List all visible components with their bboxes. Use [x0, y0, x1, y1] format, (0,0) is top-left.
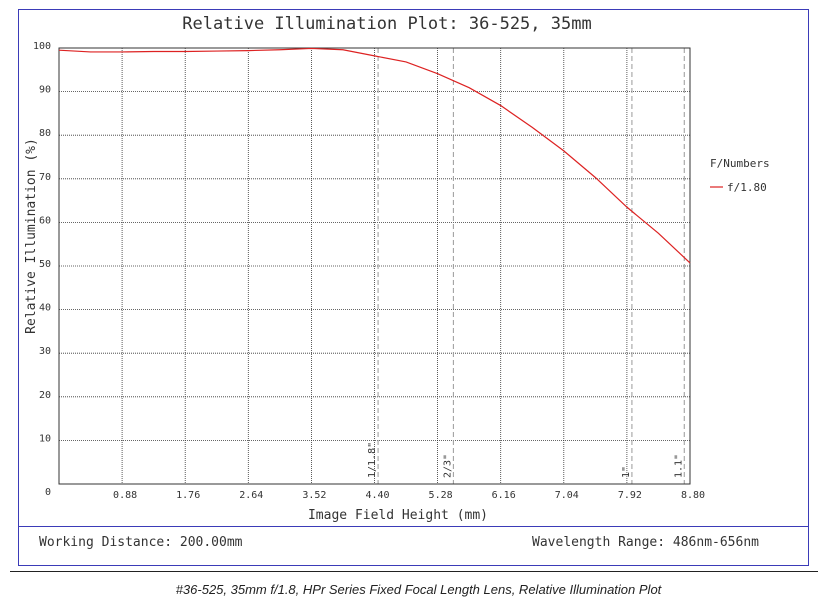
legend-title: F/Numbers [710, 157, 770, 170]
series-line-0 [58, 47, 691, 264]
y-tick-label-100: 100 [33, 41, 51, 52]
y-tick-label-0: 0 [45, 487, 51, 498]
x-tick-label-0.88: 0.88 [113, 490, 137, 501]
caption-divider [10, 571, 818, 572]
x-tick-label-3.52: 3.52 [302, 490, 326, 501]
x-tick-label-5.28: 5.28 [429, 490, 453, 501]
plot-area-border [58, 47, 691, 485]
sensor-marker-label-1: 2/3" [442, 454, 453, 478]
plot-frame [18, 9, 809, 566]
series-lines [58, 47, 691, 264]
x-tick-label-2.64: 2.64 [239, 490, 263, 501]
y-tick-label-30: 30 [39, 346, 51, 357]
x-tick-label-6.16: 6.16 [492, 490, 516, 501]
y-tick-label-20: 20 [39, 390, 51, 401]
y-tick-label-10: 10 [39, 433, 51, 444]
x-tick-label-8.80: 8.80 [681, 490, 705, 501]
sensor-markers: 1/1.8" 2/3" 1" 1.1" [367, 48, 685, 484]
figure-caption: #36-525, 35mm f/1.8, HPr Series Fixed Fo… [175, 582, 662, 597]
x-axis-label: Image Field Height (mm) [308, 508, 488, 523]
chart-title: Relative Illumination Plot: 36-525, 35mm [182, 14, 591, 34]
relative-illumination-chart: Relative Illumination Plot: 36-525, 35mm… [24, 14, 770, 523]
x-tick-label-1.76: 1.76 [176, 490, 200, 501]
x-tick-labels: 0.88 1.76 2.64 3.52 4.40 5.28 6.16 7.04 7.92 8.80 [113, 490, 705, 501]
y-tick-label-50: 50 [39, 259, 51, 270]
wavelength-range-text: Wavelength Range: 486nm-656nm [532, 535, 759, 550]
y-tick-label-80: 80 [39, 128, 51, 139]
grid-lines [59, 48, 690, 484]
y-axis-label: Relative Illumination (%) [24, 138, 39, 334]
x-tick-label-7.92: 7.92 [618, 490, 642, 501]
footer-divider [18, 526, 809, 527]
y-tick-label-40: 40 [39, 303, 51, 314]
sensor-marker-label-0: 1/1.8" [367, 442, 378, 478]
sensor-marker-label-3: 1.1" [673, 454, 684, 478]
y-tick-label-70: 70 [39, 172, 51, 183]
y-tick-label-60: 60 [39, 215, 51, 226]
legend-entry-f180: f/1.80 [727, 181, 767, 194]
sensor-marker-label-2: 1" [621, 466, 632, 478]
y-tick-label-90: 90 [39, 85, 51, 96]
x-tick-label-4.40: 4.40 [365, 490, 389, 501]
x-tick-label-7.04: 7.04 [555, 490, 579, 501]
y-tick-labels: 0 10 20 30 40 50 60 70 80 90 100 [33, 41, 51, 498]
working-distance-text: Working Distance: 200.00mm [39, 535, 243, 550]
